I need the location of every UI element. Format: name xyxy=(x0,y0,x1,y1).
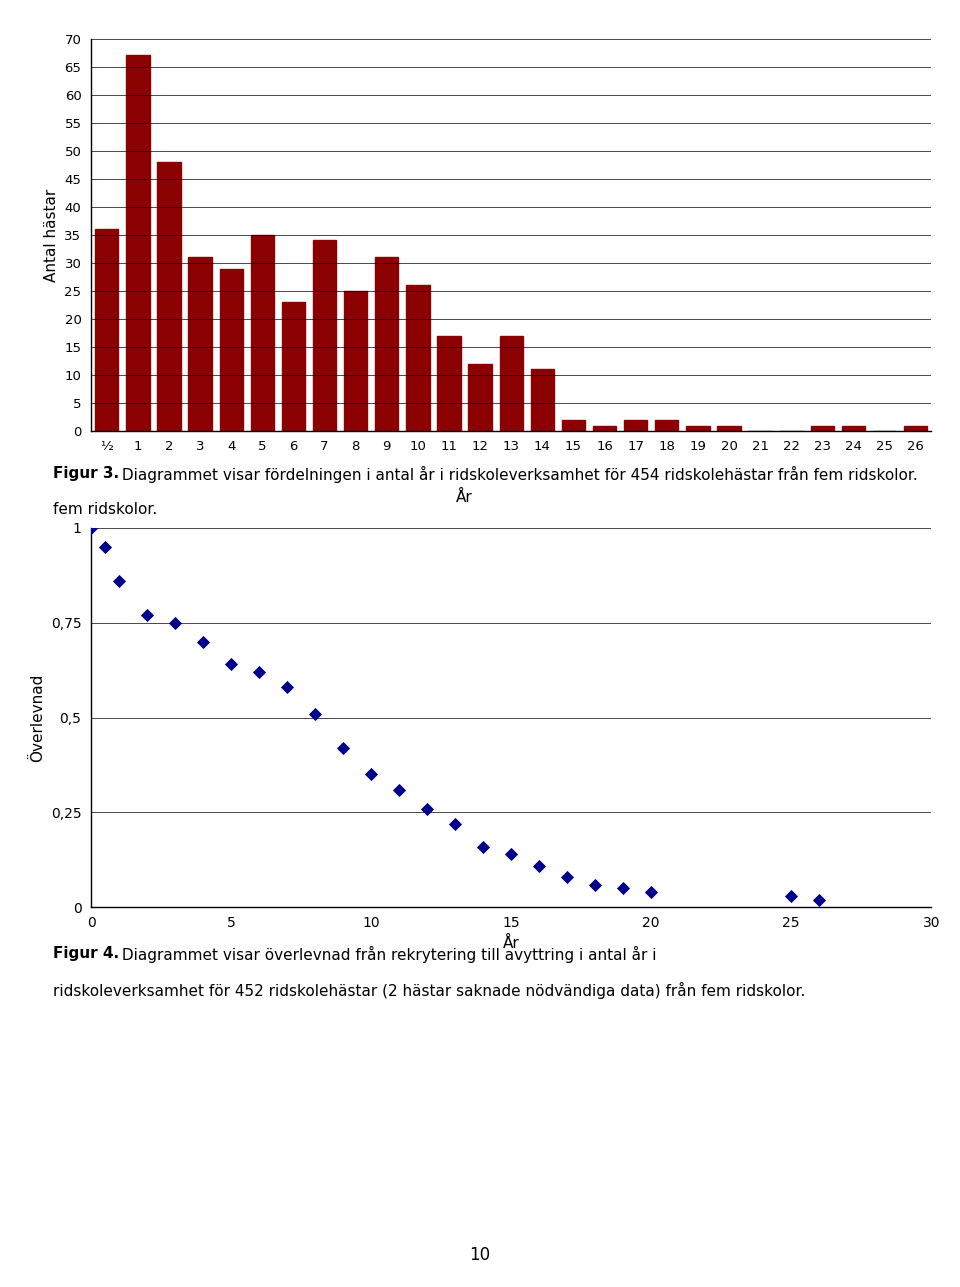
Text: 10: 10 xyxy=(469,1246,491,1264)
Point xyxy=(307,704,323,725)
Point xyxy=(111,570,127,591)
Bar xyxy=(562,420,585,431)
Point xyxy=(252,662,267,682)
Point xyxy=(811,889,827,910)
Point xyxy=(615,878,631,898)
Bar xyxy=(281,302,305,431)
Point xyxy=(643,882,659,902)
Point xyxy=(532,856,547,876)
Bar xyxy=(375,257,398,431)
Y-axis label: Överlevnad: Överlevnad xyxy=(31,673,45,762)
Bar xyxy=(842,426,865,431)
Bar xyxy=(655,420,679,431)
Bar xyxy=(251,234,274,431)
Point xyxy=(560,866,575,887)
Text: Figur 4.: Figur 4. xyxy=(53,946,119,961)
Point xyxy=(98,537,113,557)
Point xyxy=(447,813,463,834)
Text: Diagrammet visar fördelningen i antal år i ridskoleverksamhet för 454 ridskolehä: Diagrammet visar fördelningen i antal år… xyxy=(117,466,918,483)
Bar xyxy=(95,229,118,431)
Text: År: År xyxy=(456,490,473,505)
Bar xyxy=(686,426,709,431)
Bar xyxy=(313,241,336,431)
Bar xyxy=(406,286,429,431)
Point xyxy=(139,605,155,625)
Bar xyxy=(468,364,492,431)
Bar xyxy=(904,426,927,431)
Point xyxy=(503,844,518,865)
Bar xyxy=(157,162,180,431)
Bar xyxy=(593,426,616,431)
Bar xyxy=(344,291,368,431)
Point xyxy=(364,764,379,785)
Bar xyxy=(499,336,523,431)
Point xyxy=(336,737,351,758)
Text: ridskoleverksamhet för 452 ridskolehästar (2 hästar saknade nödvändiga data) frå: ridskoleverksamhet för 452 ridskolehästa… xyxy=(53,982,805,999)
Bar xyxy=(126,55,150,431)
Point xyxy=(420,798,435,819)
Point xyxy=(783,885,799,906)
Text: Diagrammet visar överlevnad från rekrytering till avyttring i antal år i: Diagrammet visar överlevnad från rekryte… xyxy=(117,946,657,963)
Point xyxy=(588,874,603,894)
Point xyxy=(475,837,491,857)
Point xyxy=(224,654,239,674)
Bar xyxy=(531,369,554,431)
Text: fem ridskolor.: fem ridskolor. xyxy=(53,502,157,517)
Point xyxy=(279,677,295,698)
Bar xyxy=(188,257,212,431)
Bar xyxy=(810,426,834,431)
Bar xyxy=(624,420,647,431)
Bar xyxy=(438,336,461,431)
Bar xyxy=(717,426,741,431)
Point xyxy=(84,517,99,538)
Point xyxy=(196,632,211,653)
X-axis label: År: År xyxy=(503,936,519,951)
Bar xyxy=(220,269,243,431)
Text: Figur 3.: Figur 3. xyxy=(53,466,119,481)
Y-axis label: Antal hästar: Antal hästar xyxy=(44,188,59,282)
Point xyxy=(167,613,182,633)
Point xyxy=(392,780,407,801)
